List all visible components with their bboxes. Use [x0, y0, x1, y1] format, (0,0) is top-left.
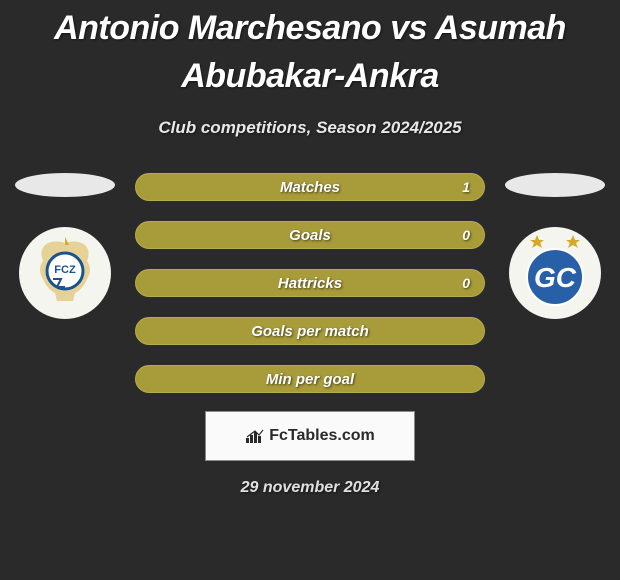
- comparison-card: Antonio Marchesano vs Asumah Abubakar-An…: [0, 0, 620, 497]
- stat-row: Min per goal: [135, 365, 485, 393]
- stat-value: 0: [462, 227, 470, 243]
- stat-value: 0: [462, 275, 470, 291]
- stats-column: Matches 1 Goals 0 Hattricks 0 Goals per match M…: [135, 173, 485, 393]
- club-badge-right: GC: [509, 227, 601, 319]
- stat-row: Hattricks 0: [135, 269, 485, 297]
- club-badge-left: FCZ: [19, 227, 111, 319]
- stat-row: Goals per match: [135, 317, 485, 345]
- player-left-photo: [15, 173, 115, 197]
- stat-label: Hattricks: [278, 275, 342, 292]
- stat-label: Goals per match: [251, 323, 369, 340]
- fcz-crest-icon: FCZ: [23, 231, 107, 315]
- player-right-column: GC: [505, 173, 605, 319]
- stat-label: Goals: [289, 227, 331, 244]
- comparison-area: FCZ Matches 1 Goals 0 Hattricks 0 Goals per ma…: [10, 173, 610, 393]
- watermark-text: FcTables.com: [269, 427, 375, 445]
- gc-crest-icon: GC: [513, 231, 597, 315]
- subtitle: Club competitions, Season 2024/2025: [10, 118, 610, 138]
- player-left-column: FCZ: [15, 173, 115, 319]
- stat-label: Matches: [280, 179, 340, 196]
- svg-text:FCZ: FCZ: [54, 264, 76, 276]
- player-right-photo: [505, 173, 605, 197]
- date: 29 november 2024: [10, 479, 610, 497]
- page-title: Antonio Marchesano vs Asumah Abubakar-An…: [10, 0, 610, 100]
- stat-row: Matches 1: [135, 173, 485, 201]
- stat-row: Goals 0: [135, 221, 485, 249]
- bars-icon: [245, 428, 265, 444]
- svg-text:GC: GC: [534, 262, 577, 293]
- stat-label: Min per goal: [266, 371, 354, 388]
- watermark: FcTables.com: [205, 411, 415, 461]
- stat-value: 1: [462, 179, 470, 195]
